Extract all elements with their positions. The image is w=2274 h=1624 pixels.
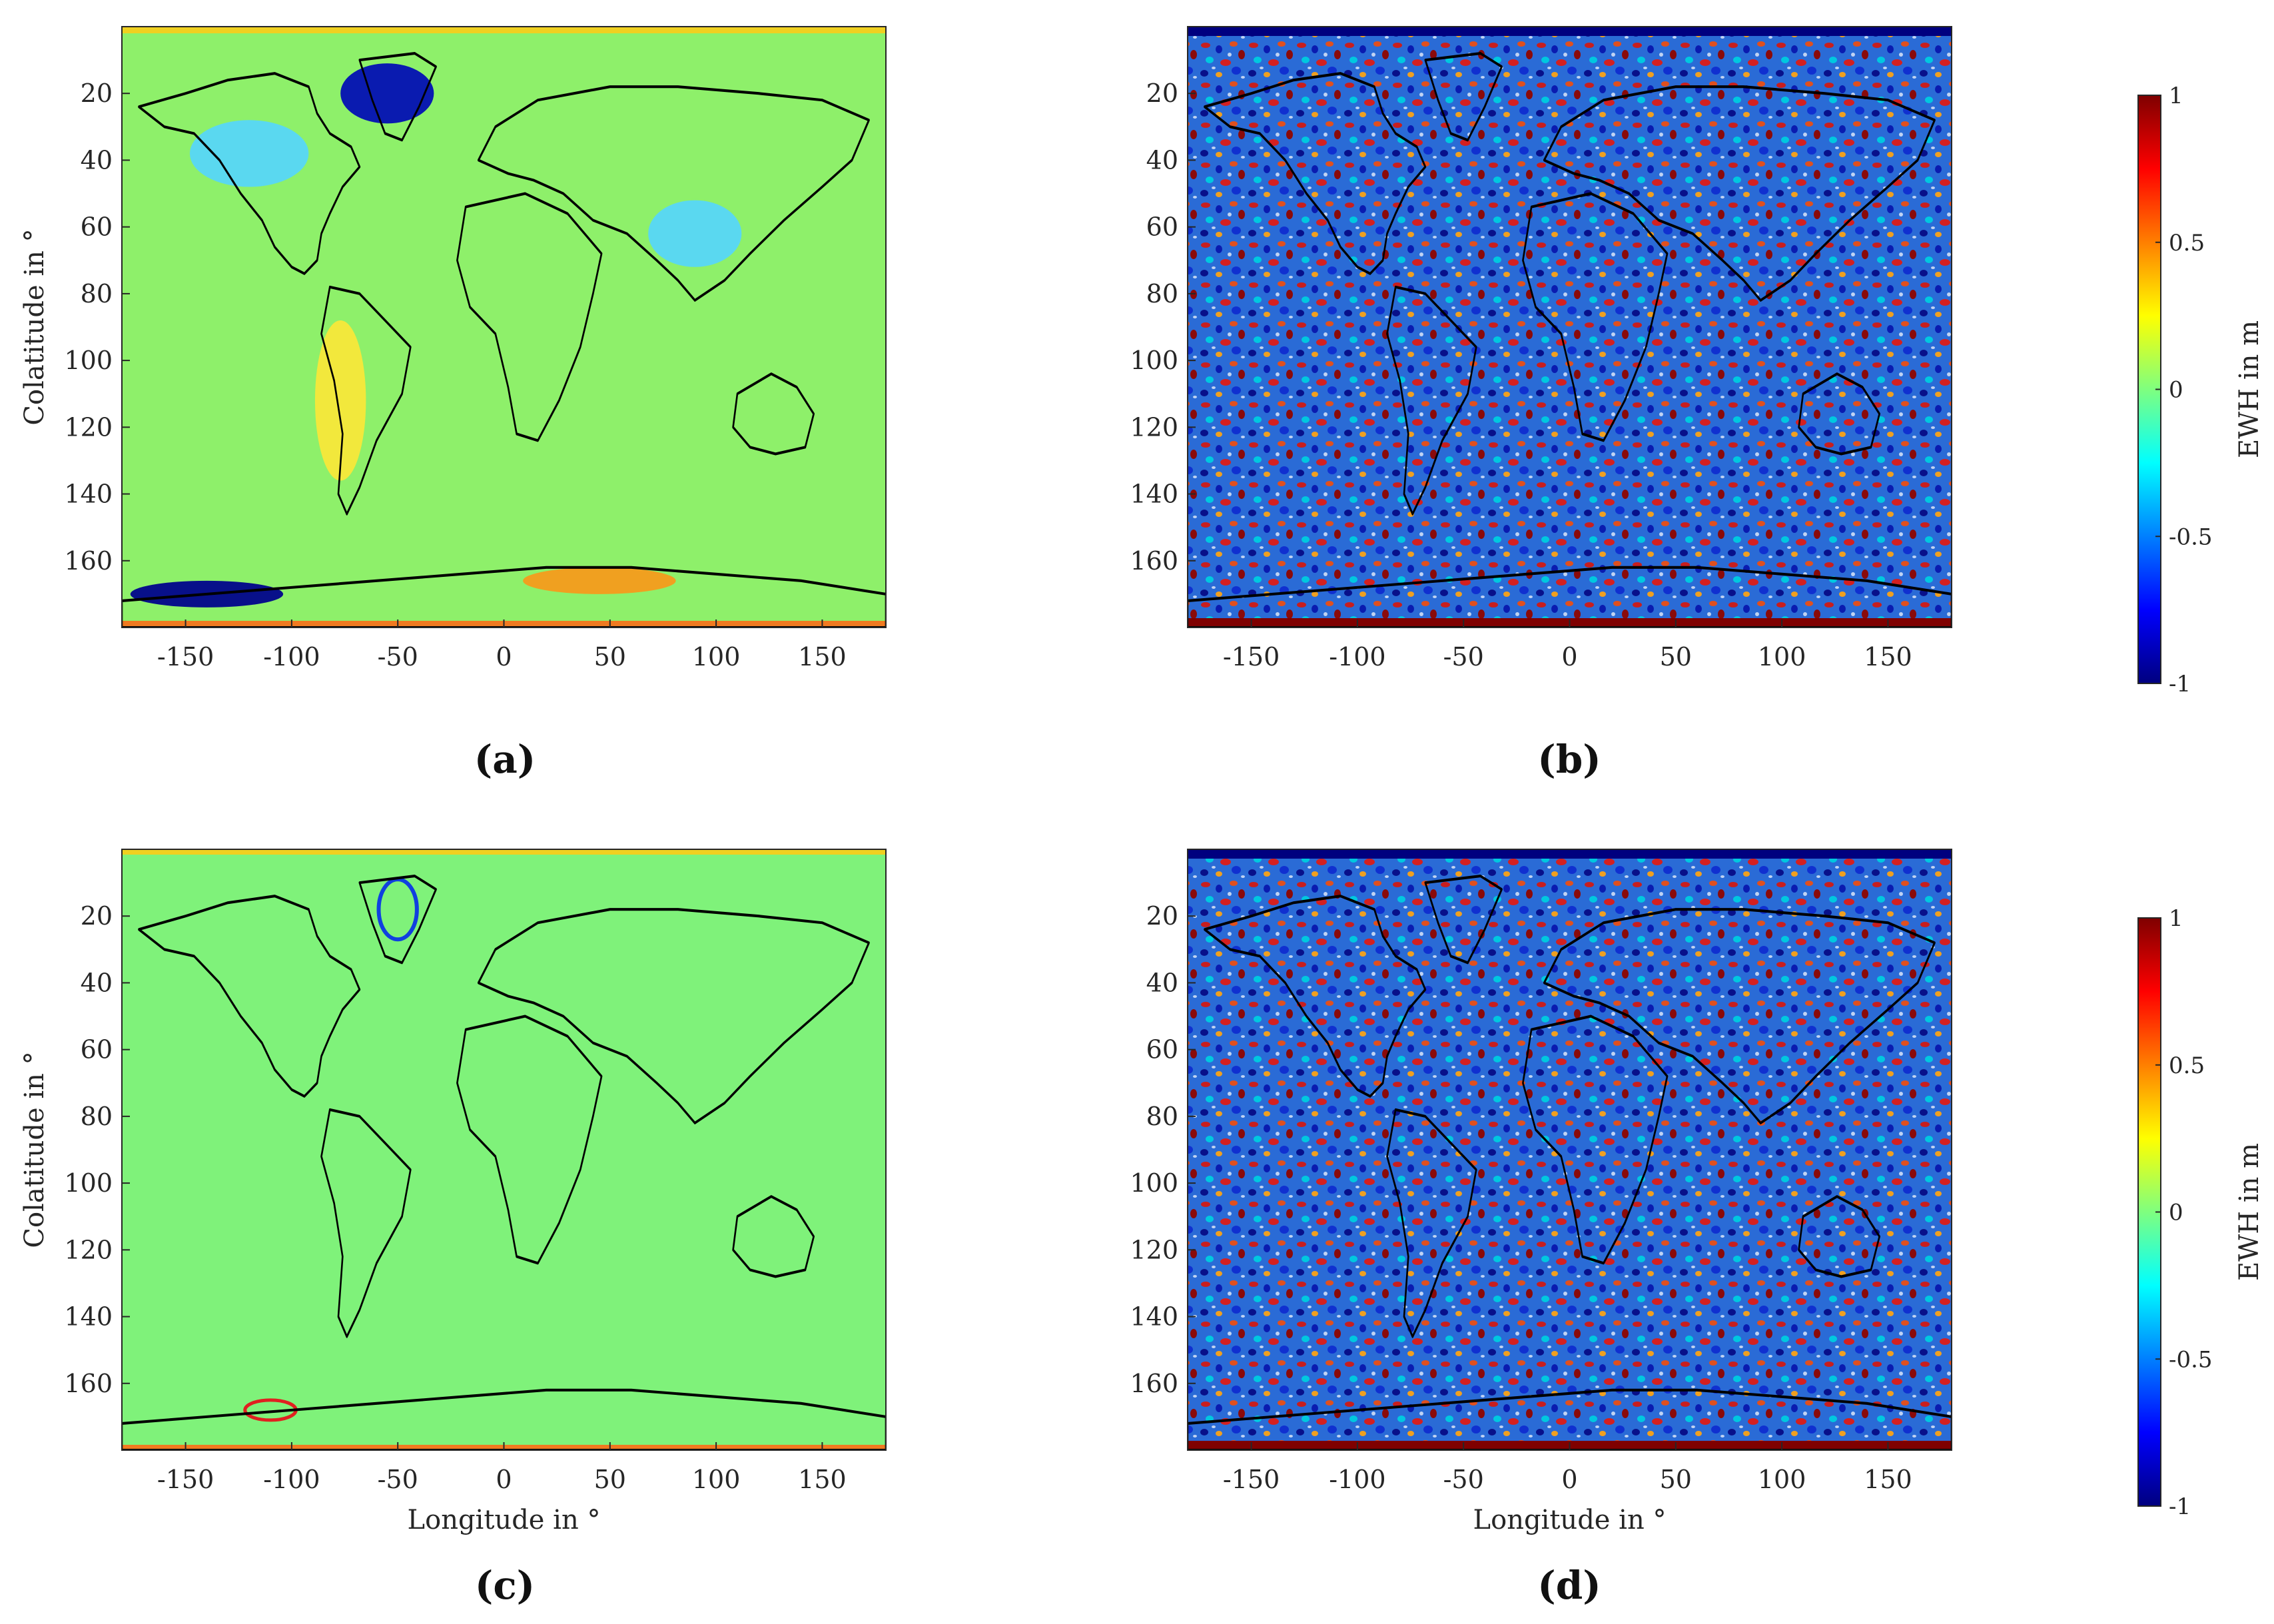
y-tick-label: 20 bbox=[1146, 79, 1178, 108]
x-axis-label: Longitude in ° bbox=[408, 1505, 601, 1535]
colorbar-1: 1 0.5 0 -0.5 -1 EWH in m bbox=[2137, 83, 2265, 697]
x-tick-label: 50 bbox=[594, 642, 626, 671]
y-tick-label: 40 bbox=[81, 968, 113, 997]
y-tick-label: 40 bbox=[1146, 968, 1178, 997]
y-tick-label: 20 bbox=[81, 901, 113, 931]
map-field-c bbox=[122, 849, 886, 1450]
y-tick-label: 100 bbox=[64, 346, 113, 375]
y-tick-label: 40 bbox=[81, 145, 113, 175]
y-tick-label: 140 bbox=[64, 1302, 113, 1332]
y-tick-label: 120 bbox=[1130, 412, 1178, 442]
x-tick-label: -150 bbox=[1223, 642, 1280, 671]
y-tick-label: 20 bbox=[81, 79, 113, 108]
colorbar-tick-label: 0 bbox=[2169, 1200, 2183, 1226]
y-tick-label: 160 bbox=[64, 546, 113, 576]
x-tick-label: -150 bbox=[157, 642, 214, 671]
x-tick-label: -50 bbox=[378, 1465, 418, 1494]
y-tick-label: 60 bbox=[1146, 1035, 1178, 1064]
y-tick-label: 140 bbox=[64, 480, 113, 509]
colorbar-tick-label: -0.5 bbox=[2169, 524, 2213, 550]
map-field-a bbox=[122, 27, 886, 627]
y-tick-label: 120 bbox=[64, 412, 113, 442]
panel-d: -150 -100 -50 0 50 100 150 20 40 60 80 100 120 140 160… bbox=[1130, 849, 1952, 1608]
colorbar-label: EWH in m bbox=[2234, 320, 2265, 458]
colorbar-tick-label: 1 bbox=[2169, 83, 2183, 109]
x-tick-label: 0 bbox=[1561, 1465, 1577, 1494]
y-tick-label: 140 bbox=[1130, 1302, 1178, 1332]
y-tick-label: 80 bbox=[1146, 279, 1178, 308]
x-tick-label: -100 bbox=[1329, 642, 1385, 671]
panel-label-a: (a) bbox=[474, 737, 536, 782]
map-field-d bbox=[1188, 849, 1952, 1450]
colorbar-tick-label: 0.5 bbox=[2169, 1052, 2205, 1079]
panel-a: -150 -100 -50 0 50 100 150 20 40 60 80 100 120 140 160… bbox=[19, 26, 887, 782]
colorbar-tick-label: -1 bbox=[2169, 1493, 2191, 1520]
colorbar-tick-label: 0.5 bbox=[2169, 230, 2205, 256]
y-tick-label: 60 bbox=[81, 212, 113, 242]
panel-label-c: (c) bbox=[475, 1563, 535, 1608]
x-tick-label: -100 bbox=[263, 1465, 320, 1494]
colorbar-label: EWH in m bbox=[2234, 1143, 2265, 1281]
x-tick-label: 100 bbox=[1758, 1465, 1806, 1494]
y-axis-label: Colatitude in ° bbox=[19, 1051, 50, 1248]
x-tick-label: -150 bbox=[1223, 1465, 1280, 1494]
y-tick-label: 60 bbox=[81, 1035, 113, 1064]
y-tick-label: 160 bbox=[1130, 546, 1178, 576]
x-axis-label: Longitude in ° bbox=[1473, 1505, 1667, 1535]
y-tick-label: 60 bbox=[1146, 212, 1178, 242]
y-tick-label: 80 bbox=[1146, 1102, 1178, 1131]
x-tick-label: 100 bbox=[1758, 642, 1806, 671]
x-tick-label: 0 bbox=[496, 1465, 512, 1494]
x-tick-label: 150 bbox=[798, 642, 847, 671]
x-tick-label: -150 bbox=[157, 1465, 214, 1494]
colorbar-tick-label: -0.5 bbox=[2169, 1346, 2213, 1373]
x-tick-label: -100 bbox=[1329, 1465, 1385, 1494]
y-tick-label: 160 bbox=[1130, 1369, 1178, 1398]
colorbar-tick-label: 0 bbox=[2169, 377, 2183, 404]
colorbar-tick-label: -1 bbox=[2169, 671, 2191, 697]
x-tick-label: 50 bbox=[1660, 1465, 1692, 1494]
x-tick-label: -100 bbox=[263, 642, 320, 671]
panel-c: -150 -100 -50 0 50 100 150 20 40 60 80 100 120 140 160… bbox=[19, 849, 887, 1608]
y-tick-label: 80 bbox=[81, 279, 113, 308]
y-tick-label: 20 bbox=[1146, 901, 1178, 931]
x-tick-label: 50 bbox=[594, 1465, 626, 1494]
x-tick-label: 100 bbox=[692, 1465, 741, 1494]
panel-label-b: (b) bbox=[1537, 737, 1601, 782]
y-tick-label: 100 bbox=[64, 1168, 113, 1198]
colorbar-tick-label: 1 bbox=[2169, 905, 2183, 932]
y-tick-label: 160 bbox=[64, 1369, 113, 1398]
x-tick-label: 150 bbox=[1864, 642, 1912, 671]
y-tick-label: 140 bbox=[1130, 480, 1178, 509]
y-tick-label: 100 bbox=[1130, 1168, 1178, 1198]
x-tick-label: -50 bbox=[1443, 1465, 1484, 1494]
x-tick-label: 150 bbox=[798, 1465, 847, 1494]
x-tick-label: 0 bbox=[496, 642, 512, 671]
x-tick-label: -50 bbox=[378, 642, 418, 671]
x-tick-label: 100 bbox=[692, 642, 741, 671]
y-tick-label: 40 bbox=[1146, 145, 1178, 175]
y-tick-label: 100 bbox=[1130, 346, 1178, 375]
y-tick-label: 120 bbox=[1130, 1235, 1178, 1264]
y-tick-label: 120 bbox=[64, 1235, 113, 1264]
panel-label-d: (d) bbox=[1537, 1563, 1601, 1608]
panel-b: -150 -100 -50 0 50 100 150 20 40 60 80 100 120 140 160… bbox=[1130, 26, 1952, 782]
x-tick-label: -50 bbox=[1443, 642, 1484, 671]
x-tick-label: 50 bbox=[1660, 642, 1692, 671]
x-tick-label: 0 bbox=[1561, 642, 1577, 671]
y-tick-label: 80 bbox=[81, 1102, 113, 1131]
y-axis-label: Colatitude in ° bbox=[19, 228, 50, 425]
x-tick-label: 150 bbox=[1864, 1465, 1912, 1494]
colorbar-2: 1 0.5 0 -0.5 -1 EWH in m bbox=[2137, 905, 2265, 1520]
map-field-b bbox=[1188, 27, 1952, 627]
